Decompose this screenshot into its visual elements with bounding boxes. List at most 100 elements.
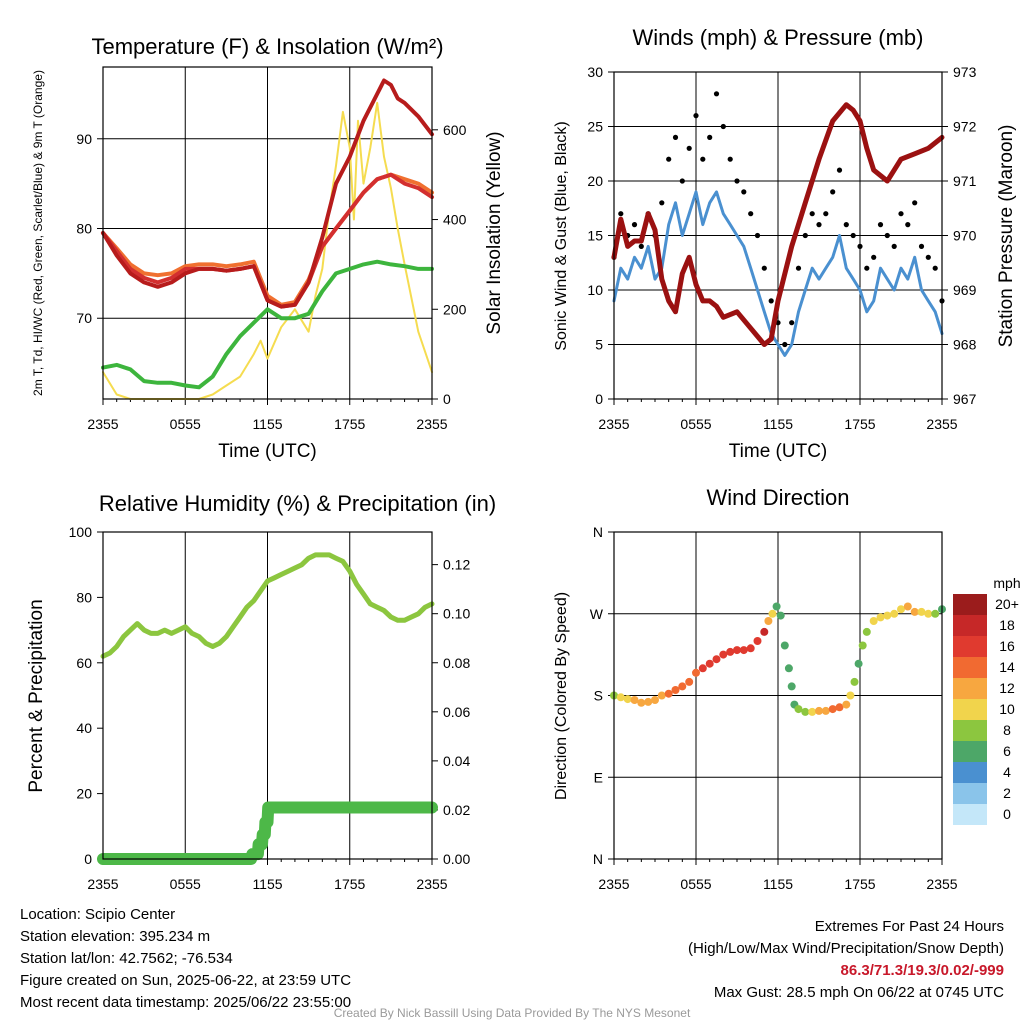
chart-title: Relative Humidity (%) & Precipitation (i…	[99, 491, 496, 516]
direction-point	[772, 602, 781, 611]
y2-tick-label: 0.00	[443, 851, 470, 867]
direction-point	[846, 691, 855, 700]
gust-point	[789, 320, 795, 326]
legend-swatch	[953, 741, 987, 762]
y2-tick-label: 971	[953, 173, 977, 189]
y-axis-label: Sonic Wind & Gust (Blue, Black)	[553, 121, 570, 350]
speed-color-legend: mph 20+ 18 16 14 12 10 8 6 4 2 0	[953, 575, 1021, 825]
recent-timestamp: Most recent data timestamp: 2025/06/22 2…	[20, 994, 352, 1011]
y-tick-label: 5	[595, 337, 603, 353]
gust-point	[795, 265, 802, 271]
y2-tick-label: 968	[953, 337, 977, 353]
chart-title: Winds (mph) & Pressure (mb)	[633, 25, 924, 50]
x-tick-label: 0555	[680, 416, 711, 432]
direction-point	[784, 664, 793, 673]
direction-point	[760, 627, 769, 636]
wind-direction-panel: 2355 0555 1155 1755 2355 N E S W N Wind Direction D…	[553, 485, 958, 892]
y2-tick-label: 970	[953, 228, 977, 244]
legend-title: mph	[993, 575, 1020, 591]
direction-point	[808, 707, 817, 716]
direction-point	[623, 695, 632, 704]
legend-swatch	[953, 678, 987, 699]
direction-point	[616, 693, 625, 702]
y-tick-label: 20	[76, 786, 92, 802]
direction-point	[897, 605, 905, 614]
gust-point	[912, 200, 918, 206]
gust-point	[877, 222, 884, 228]
y-tick-label: 60	[76, 655, 92, 671]
x-tick-label: 2355	[87, 416, 118, 432]
series-wind	[612, 190, 944, 357]
legend-label: 14	[999, 659, 1015, 675]
gust-point	[830, 189, 836, 195]
direction-point	[719, 650, 728, 659]
direction-point	[776, 611, 785, 620]
legend-swatch	[953, 594, 987, 615]
y-axis-label: 2m T, Td, HI/WC (Red, Green, Scarlet/Blu…	[31, 70, 45, 396]
x-tick-label: 1155	[252, 416, 282, 432]
gust-point	[918, 243, 925, 249]
direction-point	[924, 609, 933, 618]
series-pressure	[611, 102, 945, 347]
direction-point	[850, 677, 859, 686]
station-latlon: Station lat/lon: 42.7562; -76.534	[20, 950, 233, 967]
gust-point	[843, 222, 849, 228]
direction-point	[657, 691, 666, 700]
y-axis-label: Direction (Colored By Speed)	[553, 592, 570, 800]
gust-point	[720, 123, 726, 130]
direction-point	[854, 659, 863, 668]
gust-point	[707, 134, 713, 140]
gust-point	[748, 211, 754, 217]
gust-point	[905, 222, 911, 228]
y-tick-label: 0	[595, 391, 603, 407]
gust-point	[809, 211, 815, 217]
direction-point	[630, 696, 639, 704]
direction-point	[764, 617, 773, 625]
x-tick-label: 2355	[926, 416, 957, 432]
y2-tick-label: 0.04	[443, 753, 470, 769]
legend-label: 0	[1003, 806, 1011, 822]
gust-point	[871, 254, 877, 260]
x-tick-label: 0555	[170, 416, 201, 432]
y2-tick-label: 400	[443, 212, 467, 228]
x-tick-label: 0555	[680, 876, 711, 892]
direction-point	[787, 682, 796, 691]
legend-swatch	[953, 699, 987, 720]
direction-point	[862, 627, 871, 636]
legend-label: 12	[999, 680, 1015, 696]
gust-point	[754, 232, 761, 239]
direction-point	[842, 700, 851, 709]
extremes-values: 86.3/71.3/19.3/0.02/-999	[840, 962, 1004, 979]
direction-point	[733, 646, 741, 655]
gust-point	[761, 265, 767, 271]
y-tick-label: 0	[84, 851, 92, 867]
y2-tick-label: 200	[443, 301, 467, 317]
x-tick-label: 1155	[763, 416, 793, 432]
gust-point	[823, 211, 829, 217]
x-axis-label: Time (UTC)	[218, 441, 317, 462]
extremes-subtitle: (High/Low/Max Wind/Precipitation/Snow De…	[688, 940, 1004, 957]
y-tick-label: 15	[587, 228, 603, 244]
direction-point	[910, 607, 919, 616]
legend-swatch	[953, 762, 987, 783]
y2-tick-label: 967	[953, 391, 977, 407]
gust-point	[891, 243, 897, 249]
gust-point	[672, 134, 679, 140]
station-location: Location: Scipio Center	[20, 906, 176, 923]
y-axis-label: Percent & Precipitation	[26, 599, 47, 792]
y-tick-label: 20	[587, 173, 603, 189]
direction-point	[903, 602, 912, 611]
station-info: Location: Scipio Center Station elevatio…	[20, 904, 351, 1014]
direction-point	[644, 697, 653, 706]
direction-point	[692, 668, 700, 677]
direction-point	[705, 659, 714, 668]
y2-tick-label: 0.08	[443, 655, 470, 671]
series-dew	[101, 259, 434, 390]
figure-created: Figure created on Sun, 2025-06-22, at 23…	[20, 972, 352, 989]
legend-swatch	[953, 720, 987, 741]
y-tick-label: N	[593, 524, 603, 540]
plot-border	[102, 66, 433, 400]
y2-tick-label: 972	[953, 119, 977, 135]
temperature-panel: 2355 0555 1155 1755 2355 70 80 90 0 200 400 600 Temp…	[31, 34, 505, 462]
plot-border	[613, 71, 943, 400]
